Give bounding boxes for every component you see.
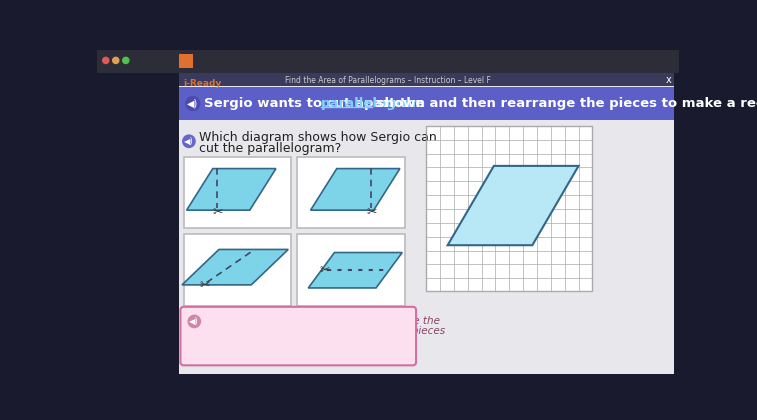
Circle shape — [188, 315, 201, 328]
FancyBboxPatch shape — [183, 234, 291, 306]
Text: i-Ready: i-Ready — [182, 79, 221, 88]
FancyBboxPatch shape — [179, 87, 674, 120]
Text: parallelogram: parallelogram — [321, 97, 426, 110]
Text: ◀): ◀) — [184, 137, 194, 146]
FancyBboxPatch shape — [298, 157, 405, 228]
Text: ✂: ✂ — [366, 206, 377, 219]
FancyBboxPatch shape — [426, 126, 592, 291]
Text: ◀): ◀) — [187, 99, 198, 108]
Polygon shape — [310, 168, 400, 210]
FancyBboxPatch shape — [179, 54, 193, 68]
Text: Find the Area of Parallelograms – Instruction – Level F: Find the Area of Parallelograms – Instru… — [285, 76, 491, 85]
Polygon shape — [308, 252, 402, 288]
Text: shown and then rearrange the pieces to make a rectangle.: shown and then rearrange the pieces to m… — [372, 97, 757, 110]
Text: Which diagram shows how Sergio can: Which diagram shows how Sergio can — [199, 131, 437, 144]
Text: cut that will make a rectangle once the pieces: cut that will make a rectangle once the … — [204, 326, 445, 336]
Polygon shape — [182, 249, 288, 285]
Circle shape — [113, 57, 119, 63]
Circle shape — [103, 57, 109, 63]
Text: ✂: ✂ — [212, 206, 223, 219]
Text: ✂: ✂ — [319, 264, 330, 277]
Text: are rearranged.: are rearranged. — [204, 336, 286, 346]
FancyBboxPatch shape — [180, 307, 416, 365]
FancyBboxPatch shape — [97, 50, 680, 74]
Polygon shape — [447, 166, 578, 245]
FancyBboxPatch shape — [298, 234, 405, 306]
Circle shape — [182, 135, 195, 147]
Circle shape — [123, 57, 129, 63]
Circle shape — [185, 97, 200, 110]
FancyBboxPatch shape — [179, 74, 674, 374]
Text: ✂: ✂ — [199, 279, 210, 292]
Text: cut the parallelogram?: cut the parallelogram? — [199, 142, 341, 155]
Text: x: x — [665, 76, 671, 85]
FancyBboxPatch shape — [183, 157, 291, 228]
Text: ◀): ◀) — [189, 317, 199, 326]
FancyBboxPatch shape — [179, 74, 674, 86]
Text: Sergio wants to cut apart the: Sergio wants to cut apart the — [204, 97, 429, 110]
Polygon shape — [187, 168, 276, 210]
Text: A rectangle has four right angles. Choose the: A rectangle has four right angles. Choos… — [204, 316, 441, 326]
